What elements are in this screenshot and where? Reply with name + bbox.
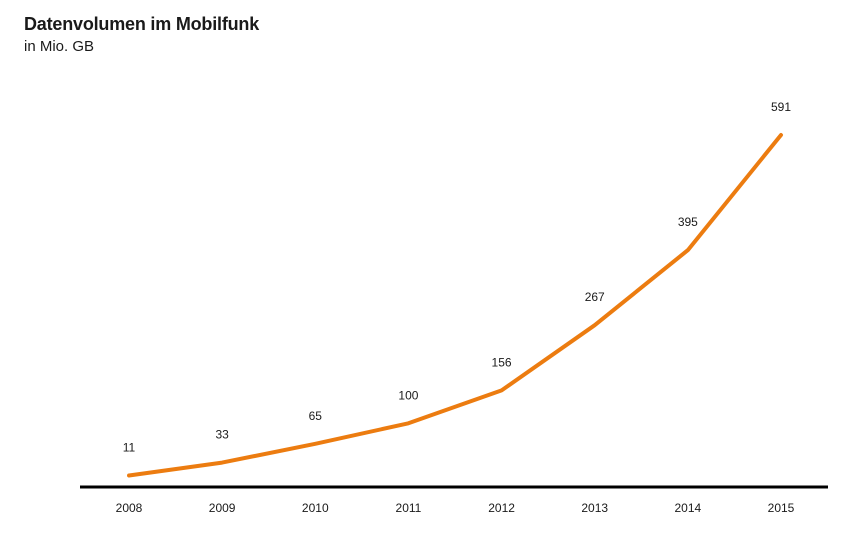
x-axis-ticks: 2008 2009 2010 2011 2012 2013 2014 2015	[116, 501, 795, 515]
data-label: 11	[123, 441, 136, 455]
x-tick-label: 2009	[209, 501, 236, 515]
x-tick-label: 2014	[675, 501, 702, 515]
x-tick-label: 2015	[768, 501, 795, 515]
data-label: 65	[309, 409, 323, 423]
x-tick-label: 2010	[302, 501, 329, 515]
x-tick-label: 2013	[581, 501, 608, 515]
x-tick-label: 2008	[116, 501, 143, 515]
data-label: 267	[585, 290, 605, 304]
data-label: 395	[678, 215, 698, 229]
x-tick-label: 2011	[396, 501, 422, 515]
data-labels-layer: 11 33 65 100 156 267 395 591	[123, 100, 792, 455]
series-line	[127, 133, 783, 478]
x-tick-label: 2012	[488, 501, 515, 515]
data-label: 591	[771, 100, 791, 114]
data-label: 156	[492, 355, 512, 369]
chart-title: Datenvolumen im Mobilfunk	[24, 14, 260, 34]
data-label: 100	[398, 388, 418, 402]
data-label: 33	[215, 428, 229, 442]
chart-subtitle: in Mio. GB	[24, 38, 95, 55]
series-layer	[127, 133, 783, 478]
